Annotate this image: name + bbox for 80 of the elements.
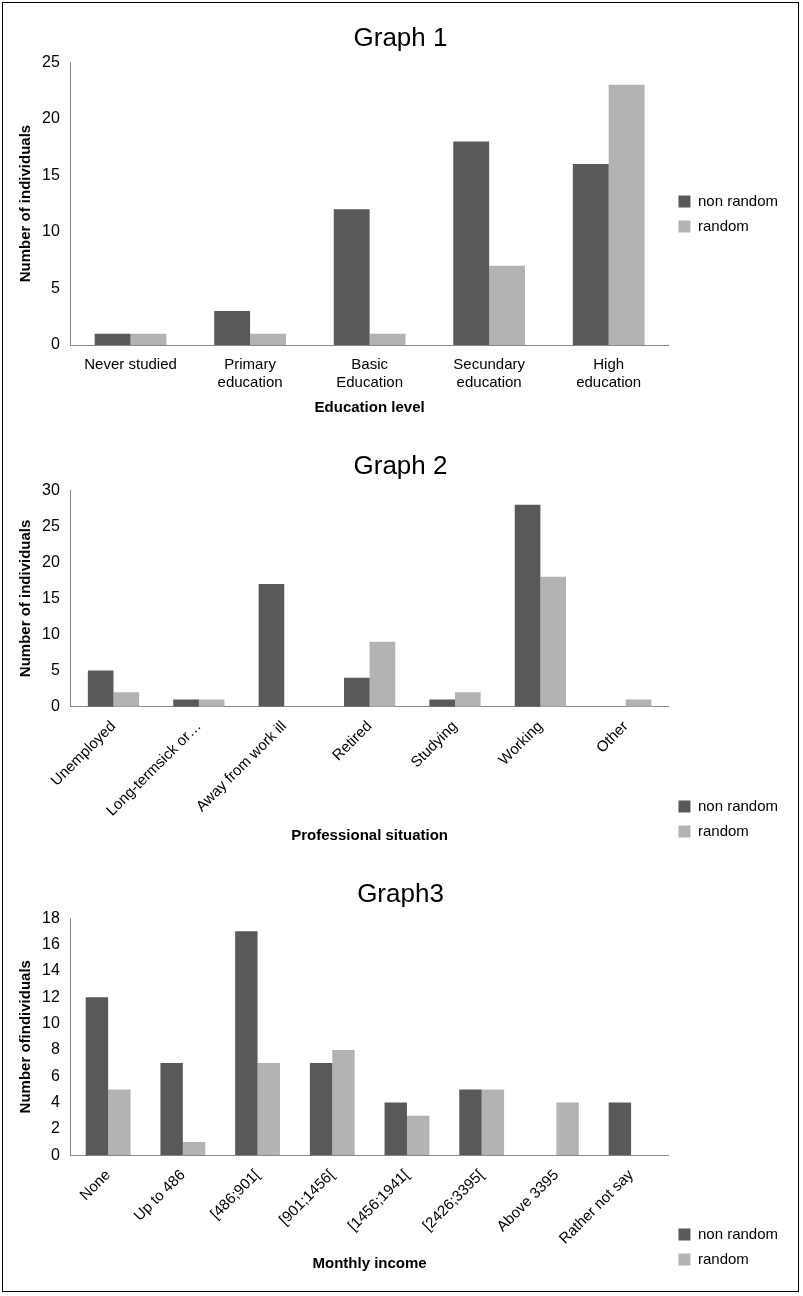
bar [235,931,258,1156]
bar [453,141,490,345]
y-tick-label: 0 [50,335,60,353]
bar [455,692,481,707]
x-tick-label: High education [576,355,642,391]
y-tick-label: 8 [50,1040,60,1058]
x-axis-title: Education level [314,398,425,416]
x-tick-label: Primary education [217,355,283,391]
bar [309,1063,333,1156]
x-tick-label: Basic Education [336,355,403,391]
chart-title: Graph3 [357,877,444,908]
bar [608,1102,632,1156]
y-tick-label: 25 [42,52,60,70]
legend-label: non random [697,796,779,814]
bar [130,333,167,345]
bar [429,699,455,707]
chart-title: Graph 2 [353,449,448,480]
legend-label: non random [697,1224,779,1242]
bar [108,1089,131,1156]
bar [332,1049,355,1156]
bar [369,333,406,345]
y-tick-label: 25 [42,516,60,534]
y-tick-label: 0 [50,697,60,715]
bar [257,1063,280,1156]
bar [556,1102,579,1156]
legend-label: random [697,821,749,839]
y-tick-label: 20 [42,109,60,127]
y-tick-label: 6 [50,1066,60,1084]
bar [608,84,645,345]
x-axis-title: Professional situation [291,826,448,844]
y-tick-label: 2 [50,1119,60,1137]
bar [333,209,370,345]
y-tick-label: 10 [42,222,60,240]
y-tick-label: 10 [42,1013,60,1031]
y-axis-title: Number ofindividuals [16,960,34,1114]
chart-title: Graph 1 [353,21,448,52]
y-tick-label: 16 [42,934,60,952]
bar [406,1115,430,1156]
bar [214,311,251,345]
y-tick-label: 15 [42,588,60,606]
y-tick-label: 10 [42,624,60,642]
bar [198,699,225,707]
bar [481,1089,505,1156]
bar [182,1142,206,1156]
y-tick-label: 4 [50,1093,60,1111]
legend-label: non random [697,191,779,209]
y-tick-label: 20 [42,552,60,570]
bar [489,265,526,345]
y-tick-label: 12 [42,987,60,1005]
y-tick-label: 5 [50,661,60,679]
y-tick-label: 18 [42,908,60,926]
bar [258,584,285,707]
x-tick-label: Secundary education [453,355,526,391]
x-tick-label: Never studied [84,355,177,373]
y-tick-label: 15 [42,165,60,183]
bar [572,164,609,345]
bar [113,692,140,707]
bar [344,677,370,707]
bar [173,699,199,707]
y-axis-title: Number of individuals [16,124,34,283]
x-tick-label: Up to 486 [129,1165,188,1224]
y-tick-label: 5 [50,278,60,296]
legend-label: random [697,216,749,234]
y-axis-title: Number of individuals [16,519,34,678]
y-tick-label: 0 [50,1145,60,1163]
bar [625,699,652,707]
bar [384,1102,407,1156]
y-tick-label: 30 [42,480,60,498]
bar [369,641,396,707]
bar [459,1089,482,1156]
x-axis-title: Monthly income [312,1254,427,1272]
legend-label: random [697,1249,749,1267]
bar [85,997,109,1156]
bar [94,333,131,345]
bar [87,670,114,707]
bar [540,576,566,707]
y-tick-label: 14 [42,961,60,979]
bar [514,504,541,707]
bar [160,1063,183,1156]
bar [250,333,286,345]
